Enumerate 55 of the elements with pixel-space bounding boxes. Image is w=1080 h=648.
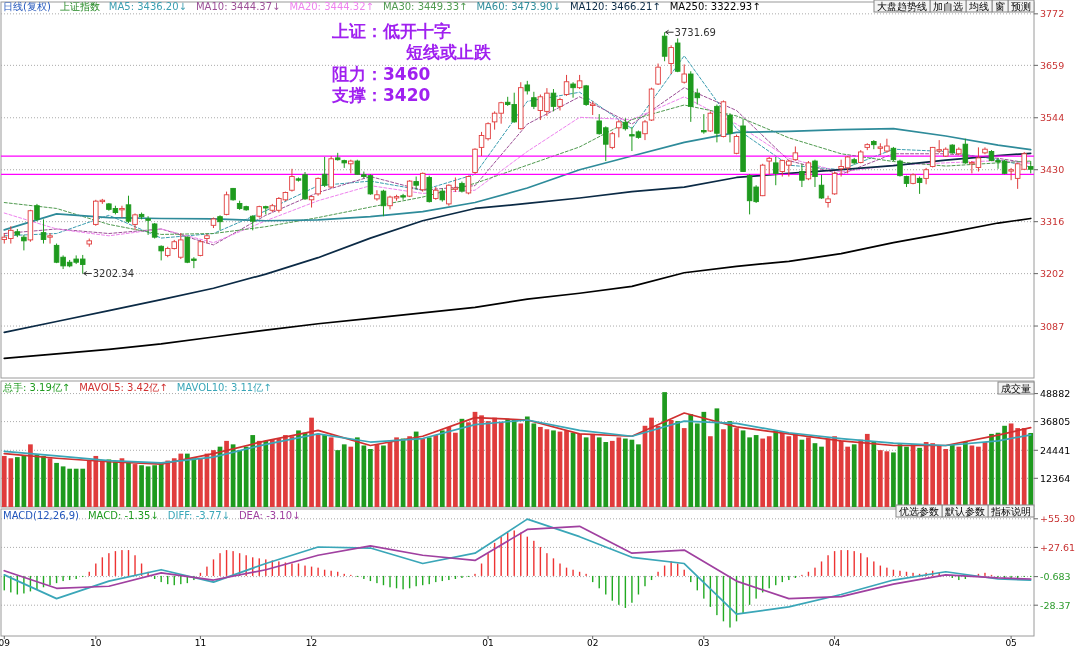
x-tick-label: 02 bbox=[586, 638, 599, 648]
y-tick-label: 3087 bbox=[1040, 320, 1065, 332]
y-tick-label: 12364 bbox=[1040, 472, 1071, 484]
y-tick-label: 3772 bbox=[1040, 8, 1065, 20]
y-tick-label: 24441 bbox=[1040, 444, 1071, 456]
annotation: 均线 bbox=[968, 0, 989, 12]
annotation: 支撑：3420 bbox=[331, 85, 431, 105]
x-tick-label: 11 bbox=[194, 638, 207, 648]
annotation: 预测 bbox=[1011, 0, 1031, 12]
text: MACD: -1.35↓ bbox=[87, 510, 159, 521]
y-tick-label: 3544 bbox=[1040, 112, 1065, 124]
x-tick-label: 10 bbox=[90, 638, 102, 648]
annotation: 优选参数 bbox=[899, 505, 939, 517]
x-tick-label: 09 bbox=[0, 638, 11, 648]
text: MA250: 3322.93↑ bbox=[669, 1, 761, 12]
text: MA120: 3466.21↑ bbox=[569, 1, 661, 12]
chart-title: 日线(复权) bbox=[3, 1, 51, 12]
y-tick-label: 3659 bbox=[1040, 59, 1065, 71]
text: DIFF: -3.77↓ bbox=[167, 510, 230, 521]
y-tick-label: +55.30 bbox=[1040, 513, 1076, 525]
y-tick-label: -0.683 bbox=[1040, 571, 1071, 583]
annotation: 加自选 bbox=[933, 0, 963, 12]
text: MAVOL5: 3.42亿↑ bbox=[79, 382, 168, 393]
annotation: 成交量 bbox=[1001, 382, 1031, 394]
text: MA30: 3449.33↑ bbox=[382, 1, 468, 12]
annotation: 3731.69 bbox=[674, 26, 716, 38]
text: MA20: 3444.32↑ bbox=[289, 1, 374, 12]
annotation: 阻力：3460 bbox=[332, 64, 431, 84]
x-tick-label: 12 bbox=[305, 638, 318, 648]
x-tick-label: 04 bbox=[828, 638, 841, 648]
y-tick-label: 36805 bbox=[1040, 416, 1071, 428]
y-tick-label: +27.61 bbox=[1040, 541, 1076, 553]
y-tick-label: 3202 bbox=[1040, 268, 1065, 280]
x-tick-label: 05 bbox=[1005, 638, 1017, 648]
y-tick-label: 3316 bbox=[1040, 216, 1065, 228]
y-tick-label: 3430 bbox=[1040, 164, 1065, 176]
x-tick-label: 01 bbox=[482, 638, 494, 648]
text: MA10: 3444.37↓ bbox=[195, 1, 281, 12]
annotation: 窗 bbox=[995, 0, 1005, 12]
annotation: 默认参数 bbox=[944, 505, 985, 517]
text: MAVOL10: 3.11亿↑ bbox=[176, 382, 272, 393]
text: MA5: 3436.20↓ bbox=[108, 1, 187, 12]
chart-subtitle: 上证指数 bbox=[59, 1, 100, 12]
y-tick-label: -28.37 bbox=[1040, 599, 1071, 611]
annotation: 指标说明 bbox=[990, 505, 1031, 517]
x-tick-label: 03 bbox=[698, 638, 710, 648]
chart-title: MACD(12,26,9) bbox=[3, 510, 80, 521]
annotation: 大盘趋势线 bbox=[877, 0, 927, 12]
text: 总手: 3.19亿↑ bbox=[2, 382, 71, 393]
annotation: 上证：低开十字 bbox=[331, 21, 451, 41]
text: DEA: -3.10↓ bbox=[238, 510, 301, 521]
annotation: 3202.34 bbox=[92, 267, 135, 279]
annotation: 短线或止跌 bbox=[405, 42, 492, 62]
y-tick-label: 48882 bbox=[1040, 388, 1071, 400]
text: MA60: 3473.90↓ bbox=[476, 1, 561, 12]
